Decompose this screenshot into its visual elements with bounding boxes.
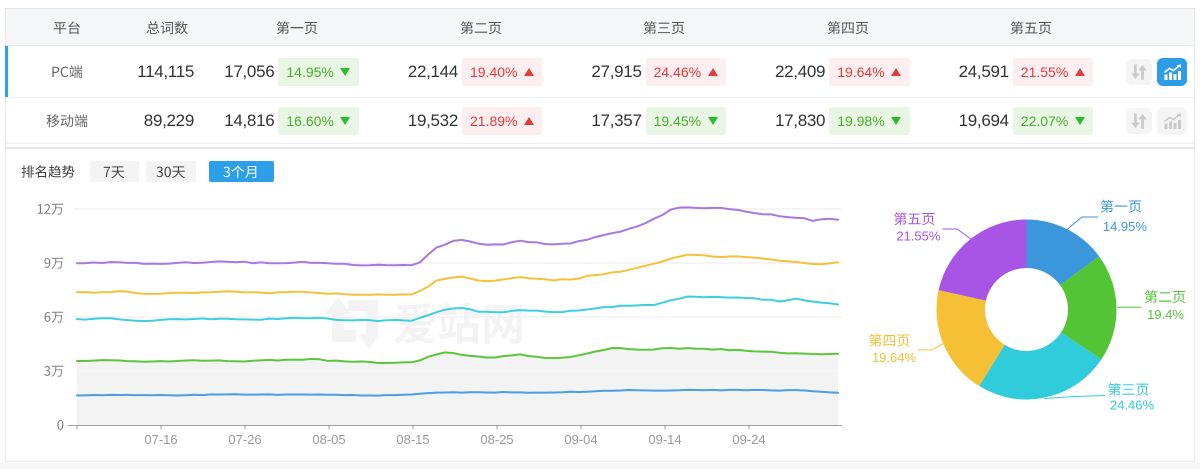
svg-text:09-24: 09-24: [732, 432, 765, 447]
svg-text:09-04: 09-04: [564, 432, 597, 447]
svg-text:19.4%: 19.4%: [1147, 307, 1184, 322]
svg-text:08-15: 08-15: [396, 432, 429, 447]
svg-text:07-26: 07-26: [228, 432, 261, 447]
svg-text:19.64%: 19.64%: [872, 350, 917, 365]
svg-text:14.95%: 14.95%: [1103, 219, 1148, 234]
svg-text:09-14: 09-14: [648, 432, 681, 447]
svg-text:24.46%: 24.46%: [1110, 398, 1155, 413]
svg-text:08-25: 08-25: [480, 432, 513, 447]
svg-text:08-05: 08-05: [312, 432, 345, 447]
svg-text:21.55%: 21.55%: [896, 228, 941, 243]
svg-text:07-16: 07-16: [144, 432, 177, 447]
